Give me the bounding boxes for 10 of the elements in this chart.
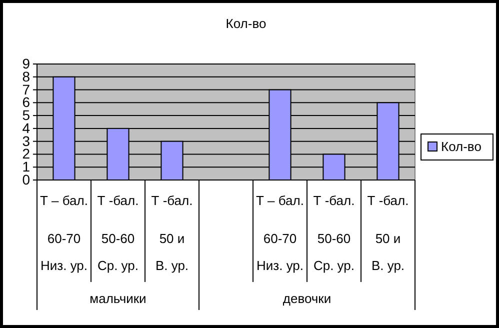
- category-label: Т -бал. 50-60 Ср. ур.: [313, 193, 355, 273]
- chart-title: Кол-во: [226, 16, 266, 31]
- category-label: Т -бал. 50 и В. ур.: [151, 193, 193, 273]
- category-label: Т -бал. 50 и В. ур.: [367, 193, 409, 273]
- category-label: Т – бал. 60-70 Низ. ур.: [40, 193, 88, 273]
- category-label: Т -бал. 50-60 Ср. ур.: [97, 193, 139, 273]
- text: мальчики: [90, 291, 146, 306]
- text: девочки: [282, 291, 332, 306]
- legend-label: Кол-во: [441, 139, 482, 154]
- category-label: Т – бал. 60-70 Низ. ур.: [256, 193, 304, 273]
